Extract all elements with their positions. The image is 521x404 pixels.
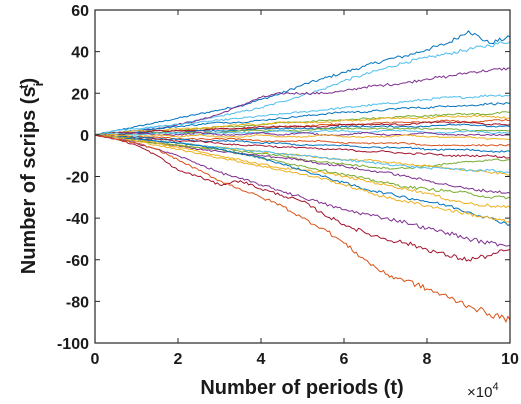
x-tick-label: 6 bbox=[340, 351, 349, 368]
series-line-25 bbox=[95, 134, 510, 247]
y-label-sup: t bbox=[16, 84, 31, 89]
plot-frame bbox=[94, 9, 511, 344]
x-tick-label: 4 bbox=[257, 351, 266, 368]
series-line-23 bbox=[95, 134, 510, 226]
ticks-layer bbox=[94, 9, 511, 344]
series-line-16 bbox=[95, 134, 510, 159]
series-line-5 bbox=[95, 111, 510, 136]
y-tick-label: -100 bbox=[57, 336, 89, 353]
y-tick-label: 60 bbox=[71, 3, 89, 20]
series-line-24 bbox=[95, 134, 510, 223]
svg-text:Number of scrips (sit): Number of scrips (sit) bbox=[16, 78, 46, 274]
x-tick-label: 2 bbox=[174, 351, 183, 368]
y-tick-label: -60 bbox=[66, 253, 89, 270]
series-line-13 bbox=[95, 133, 510, 140]
series-line-6 bbox=[95, 114, 510, 136]
series-layer bbox=[95, 30, 510, 323]
series-line-2 bbox=[95, 67, 510, 136]
x-exponent-base: ×10 bbox=[467, 384, 492, 401]
series-line-17 bbox=[95, 134, 510, 170]
x-axis-exponent: ×104 bbox=[467, 381, 499, 401]
series-line-4 bbox=[95, 102, 510, 136]
svg-text:×104: ×104 bbox=[467, 381, 499, 401]
x-tick-label: 8 bbox=[423, 351, 432, 368]
x-tick-label: 0 bbox=[91, 351, 100, 368]
series-line-27 bbox=[95, 134, 510, 323]
series-line-14 bbox=[95, 134, 510, 147]
y-tick-label: 40 bbox=[71, 45, 89, 62]
y-axis-label: Number of scrips (sit) bbox=[16, 78, 46, 274]
y-tick-label: -80 bbox=[66, 294, 89, 311]
y-tick-label: 20 bbox=[71, 86, 89, 103]
series-line-3 bbox=[95, 94, 510, 136]
y-tick-label: 0 bbox=[80, 128, 89, 145]
series-line-0 bbox=[95, 30, 510, 136]
series-line-21 bbox=[95, 134, 510, 200]
y-tick-label: -40 bbox=[66, 211, 89, 228]
x-exponent-power: 4 bbox=[492, 381, 498, 393]
series-line-8 bbox=[95, 121, 510, 136]
tick-labels-layer: 0 2 4 6 8 10 -100 -80 -60 -40 -20 0 20 40 60 bbox=[57, 3, 519, 368]
series-line-26 bbox=[95, 134, 510, 262]
y-tick-label: -20 bbox=[66, 170, 89, 187]
series-line-9 bbox=[95, 123, 510, 136]
x-axis-label: Number of periods (t) bbox=[200, 377, 403, 399]
y-label-close: ) bbox=[18, 78, 40, 85]
y-label-main: Number of scrips (s bbox=[18, 86, 40, 274]
y-label-sub: i bbox=[31, 83, 46, 87]
x-tick-label: 10 bbox=[501, 351, 519, 368]
series-line-1 bbox=[95, 40, 510, 136]
series-line-12 bbox=[95, 131, 510, 136]
